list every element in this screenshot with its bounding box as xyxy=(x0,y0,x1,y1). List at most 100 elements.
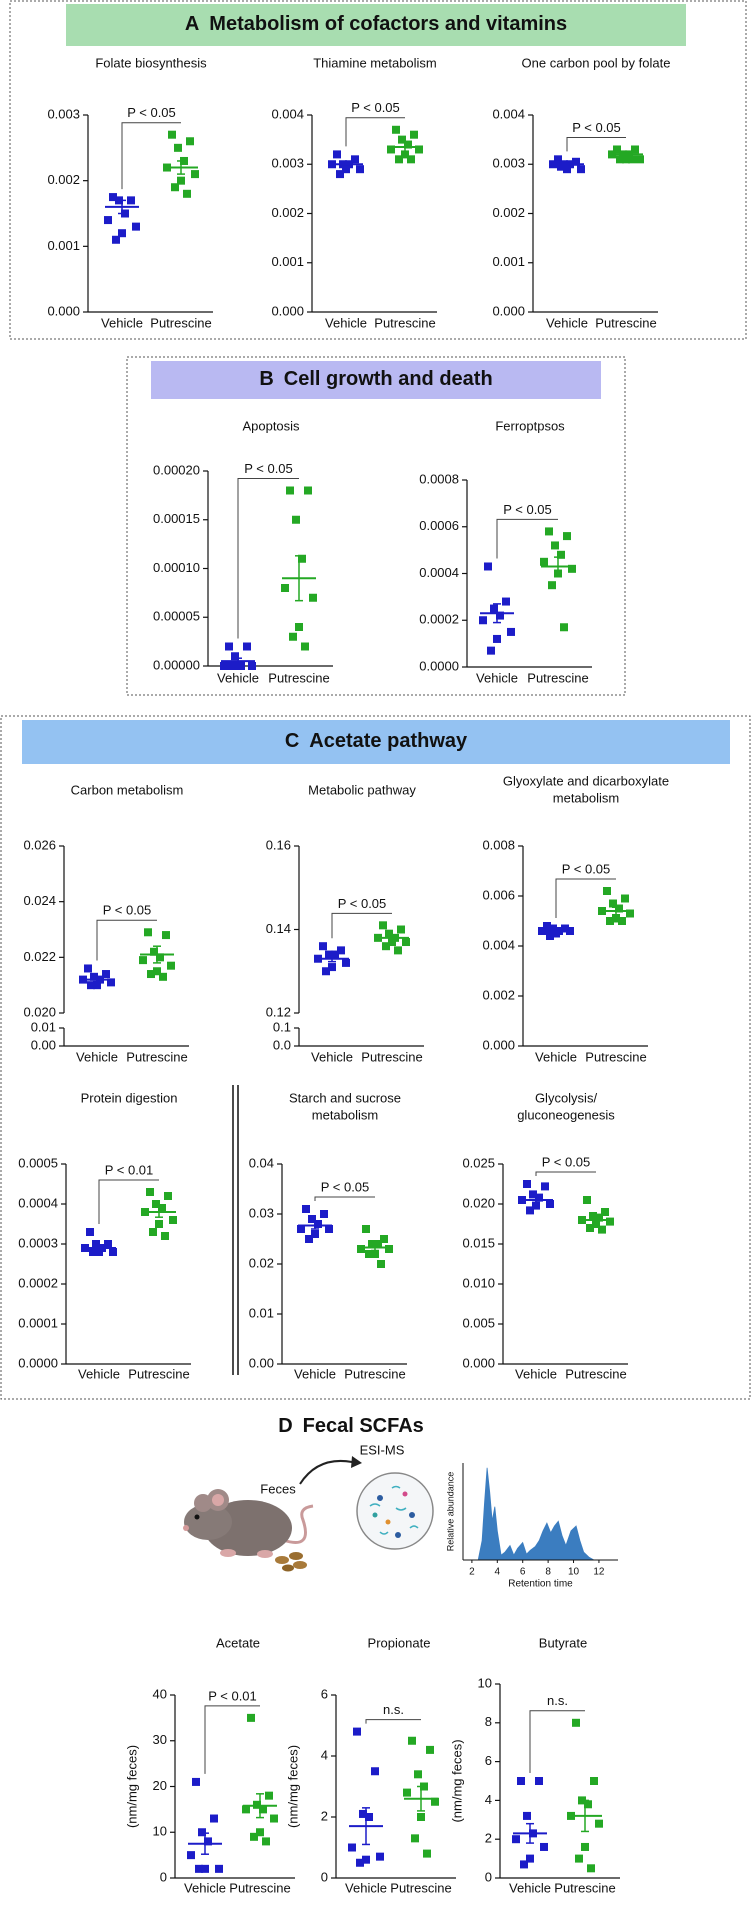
data-point xyxy=(356,165,364,174)
data-point xyxy=(161,1232,169,1240)
chart-title: Carbon metabolism xyxy=(71,782,184,797)
data-point xyxy=(609,899,617,908)
header-bar xyxy=(151,361,601,399)
significance-label: n.s. xyxy=(547,1693,568,1708)
y-tick-label: 0.02 xyxy=(249,1255,274,1270)
x-tick-label: Vehicle xyxy=(509,1880,551,1895)
panel-box xyxy=(9,0,747,340)
x-tick-label: Vehicle xyxy=(101,315,143,330)
y-tick-label: 0.020 xyxy=(462,1195,495,1210)
data-point xyxy=(523,1180,531,1188)
chart-title: metabolism xyxy=(312,1107,378,1122)
data-point xyxy=(397,925,405,934)
header-bar xyxy=(22,720,730,764)
data-point xyxy=(168,130,176,139)
y-tick-label: 0.000 xyxy=(492,303,525,318)
arrowhead xyxy=(351,1456,362,1468)
data-point xyxy=(529,1190,537,1199)
significance-label: P < 0.05 xyxy=(542,1154,591,1169)
x-tick-label: 4 xyxy=(495,1567,501,1578)
data-point xyxy=(270,1814,278,1823)
data-point xyxy=(414,1770,422,1779)
data-point xyxy=(535,1193,543,1202)
data-point xyxy=(520,1860,528,1869)
data-point xyxy=(84,964,92,973)
data-point xyxy=(250,1832,258,1841)
data-point xyxy=(626,909,634,918)
data-point xyxy=(215,1864,223,1873)
data-point xyxy=(90,972,98,981)
data-point xyxy=(380,1235,388,1243)
data-point xyxy=(426,1745,434,1754)
data-point xyxy=(309,593,317,602)
significance-bracket xyxy=(345,117,405,147)
data-point xyxy=(186,137,194,146)
significance-bracket xyxy=(204,1705,260,1774)
data-point xyxy=(572,1718,580,1727)
data-point xyxy=(242,1805,250,1814)
x-tick-label: Putrescine xyxy=(126,1049,187,1064)
section-title: Cell growth and death xyxy=(284,368,493,390)
data-point xyxy=(595,1819,603,1828)
x-axis-label: Retention time xyxy=(508,1579,573,1590)
data-point xyxy=(86,1228,94,1236)
data-point xyxy=(342,958,350,967)
data-point xyxy=(376,1852,384,1861)
data-point xyxy=(169,1216,177,1224)
data-point xyxy=(109,193,117,202)
data-point xyxy=(156,953,164,962)
data-point xyxy=(146,1188,154,1196)
data-point xyxy=(177,176,185,185)
data-point xyxy=(104,216,112,225)
data-point xyxy=(304,486,312,495)
y-tick-label: 0.0001 xyxy=(18,1315,58,1330)
data-point xyxy=(394,946,402,955)
schematic-label: Feces xyxy=(260,1481,296,1496)
data-point xyxy=(385,1245,393,1253)
data-point xyxy=(262,1837,270,1846)
significance-label: P < 0.05 xyxy=(338,896,387,911)
data-point xyxy=(256,1828,264,1837)
data-point xyxy=(552,929,560,938)
x-tick-label: Putrescine xyxy=(150,315,211,330)
y-tick-label: 0.00015 xyxy=(153,511,200,526)
section-title: Acetate pathway xyxy=(309,730,468,752)
chart-title: Glycolysis/ xyxy=(535,1090,598,1105)
data-point xyxy=(362,1855,370,1864)
data-point xyxy=(621,894,629,903)
data-point xyxy=(479,616,487,625)
data-point xyxy=(243,642,251,651)
y-tick-label: 0.004 xyxy=(492,106,525,121)
data-point xyxy=(319,942,327,951)
data-point xyxy=(407,155,415,164)
data-point xyxy=(328,963,336,972)
schematic-label: ESI-MS xyxy=(360,1442,405,1457)
y-tick-label: 0.002 xyxy=(271,205,304,220)
data-point xyxy=(158,1204,166,1212)
data-point xyxy=(286,486,294,495)
data-point xyxy=(164,1192,172,1200)
data-point xyxy=(365,1813,373,1821)
data-point xyxy=(589,1212,597,1220)
y-tick-label: 0.00010 xyxy=(153,560,200,575)
data-point xyxy=(302,1205,310,1213)
data-point xyxy=(152,1200,160,1208)
y-tick-label: 10 xyxy=(478,1675,492,1690)
x-tick-label: Putrescine xyxy=(595,315,656,330)
chart-title: Apoptosis xyxy=(242,418,300,433)
data-point xyxy=(195,1864,203,1873)
data-point xyxy=(150,947,158,956)
chart-title: Metabolic pathway xyxy=(308,782,416,797)
data-point xyxy=(191,170,199,179)
x-tick-label: Putrescine xyxy=(374,315,435,330)
data-point xyxy=(198,1828,206,1837)
y-tick-label: 6 xyxy=(485,1753,492,1768)
data-point xyxy=(549,924,557,933)
y-tick-label: 10 xyxy=(153,1824,167,1839)
data-point xyxy=(320,1210,328,1218)
data-point xyxy=(351,155,359,164)
data-point xyxy=(337,946,345,955)
y-tick-label: 0.005 xyxy=(462,1315,495,1330)
data-point xyxy=(357,1245,365,1253)
mouse-illustration xyxy=(183,1489,314,1572)
